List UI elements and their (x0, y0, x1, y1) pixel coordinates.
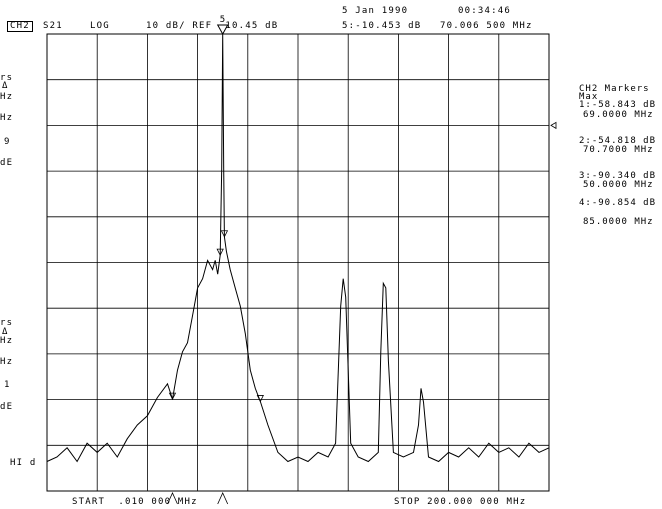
marker-1-frequency: 69.0000 MHz (583, 110, 654, 120)
left-fragment: Δ (2, 81, 9, 91)
left-fragment: Δ (2, 327, 9, 337)
channel-indicator[interactable]: CH2 (7, 21, 33, 32)
left-fragment: rs (0, 318, 14, 328)
marker-symbol (256, 395, 264, 403)
active-marker-symbol (216, 24, 229, 36)
marker-3-value: 3:-90.340 dB (579, 171, 657, 181)
left-fragment: Hz (0, 357, 14, 367)
active-marker-label: 5 (220, 15, 225, 25)
active-marker-value: 5:-10.453 dB (342, 21, 422, 31)
marker-symbols[interactable]: 5 (167, 15, 557, 505)
stimulus-arrow-icon (217, 492, 229, 505)
time: 00:34:46 (458, 6, 511, 16)
stimulus-arrow-icon (167, 492, 178, 505)
left-fragment: Hz (0, 113, 14, 123)
marker-4-frequency: 85.0000 MHz (583, 217, 654, 227)
left-fragment: 9 (4, 137, 11, 147)
left-fragment: Hz (0, 92, 14, 102)
marker-symbol (220, 230, 229, 238)
marker-2-frequency: 70.7000 MHz (583, 145, 654, 155)
parameter-label[interactable]: S21 (43, 21, 63, 31)
format-label[interactable]: LOG (90, 21, 110, 31)
marker-1-value: 1:-58.843 dB (579, 100, 657, 110)
stop-frequency[interactable]: STOP 200.000 000 MHz (394, 497, 527, 507)
marker-panel-mode: Max (579, 92, 599, 102)
marker-symbol (168, 392, 177, 400)
left-fragment: rs (0, 73, 14, 83)
trace-series (46, 33, 550, 463)
marker-3-frequency: 50.0000 MHz (583, 180, 654, 190)
left-fragment: dE (0, 402, 14, 412)
active-marker-frequency: 70.006 500 MHz (440, 21, 533, 31)
marker-symbol (216, 248, 224, 257)
scale-ref-label[interactable]: 10 dB/ REF -10.45 dB (146, 21, 279, 31)
start-frequency[interactable]: START .010 000 MHz (72, 497, 198, 507)
left-fragment: Hz (0, 336, 14, 346)
marker-panel-title: CH2 Markers (579, 84, 650, 94)
left-fragment: dE (0, 158, 14, 168)
reference-arrow-icon (550, 121, 557, 130)
date: 5 Jan 1990 (342, 6, 409, 16)
left-fragment: HI d (10, 458, 37, 468)
marker-2-value: 2:-54.818 dB (579, 136, 657, 146)
graticule (46, 33, 550, 492)
marker-4-value: 4:-90.854 dB (579, 198, 657, 208)
left-fragment: 1 (4, 380, 11, 390)
trace-line (46, 33, 550, 463)
